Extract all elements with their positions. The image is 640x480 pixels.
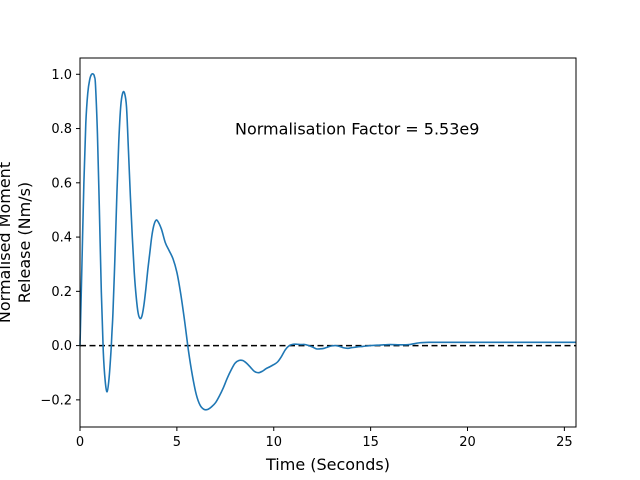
x-tick-label: 0 <box>76 435 84 450</box>
x-axis-label: Time (Seconds) <box>265 455 390 474</box>
y-ticks: −0.2 0.0 0.2 0.4 0.6 0.8 1.0 <box>40 68 80 408</box>
normalisation-annotation: Normalisation Factor = 5.53e9 <box>235 120 479 139</box>
y-tick-label: −0.2 <box>40 393 72 408</box>
x-tick-label: 20 <box>459 435 476 450</box>
series-line <box>79 72 576 411</box>
plot-frame <box>79 57 577 428</box>
x-tick-label: 15 <box>362 435 379 450</box>
y-tick-label: 0.6 <box>51 176 72 191</box>
y-tick-label: 0.0 <box>51 339 72 354</box>
x-ticks: 0 5 10 15 20 25 <box>76 427 573 450</box>
y-axis-label: Normalised Moment Release (Nm/s) <box>0 162 34 323</box>
y-axis-label-line-2: Release (Nm/s) <box>15 182 34 303</box>
x-tick-label: 25 <box>556 435 573 450</box>
x-tick-label: 10 <box>265 435 282 450</box>
y-tick-label: 1.0 <box>51 68 72 83</box>
y-tick-label: 0.2 <box>51 285 72 300</box>
y-tick-label: 0.8 <box>51 122 72 137</box>
y-axis-label-line-1: Normalised Moment <box>0 162 14 323</box>
x-tick-label: 5 <box>173 435 181 450</box>
y-tick-label: 0.4 <box>51 231 72 246</box>
